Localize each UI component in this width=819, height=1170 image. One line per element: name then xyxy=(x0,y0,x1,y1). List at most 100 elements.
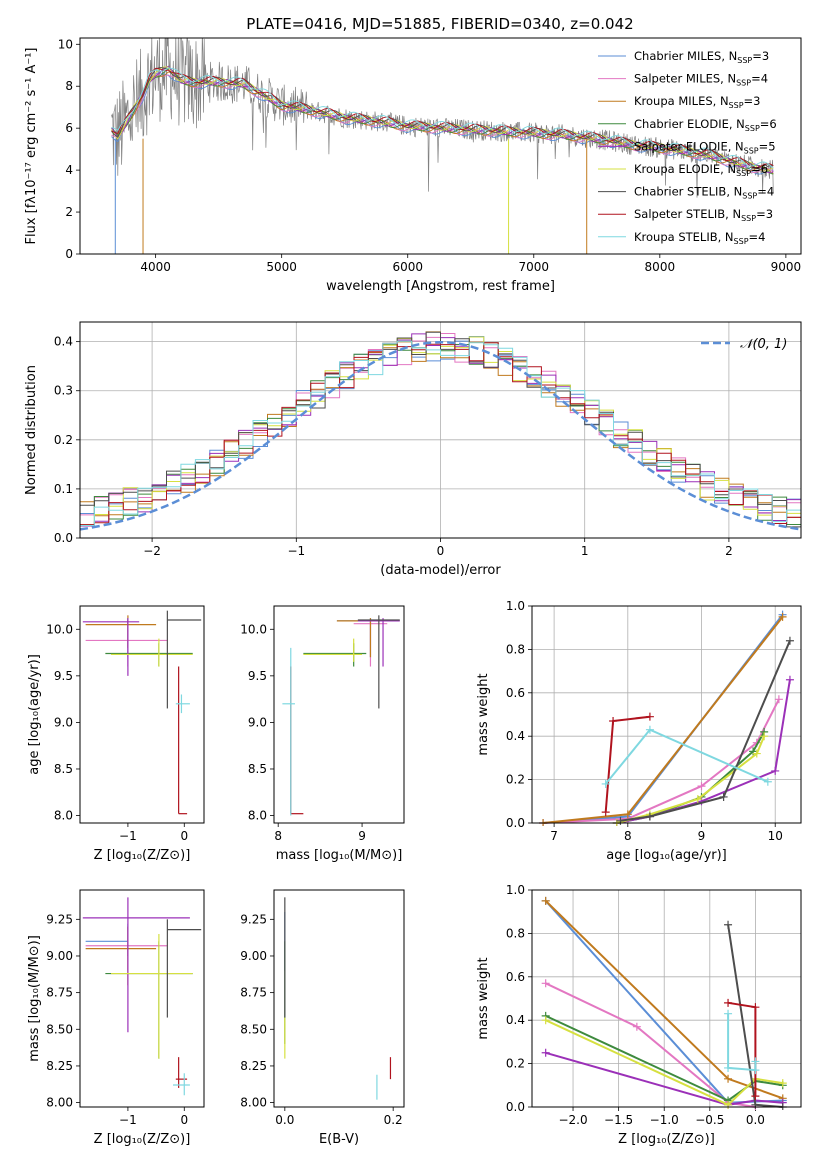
plot-frame xyxy=(273,605,405,824)
y-tick-label: 0.6 xyxy=(506,970,525,984)
series-marker xyxy=(693,795,702,804)
series-line xyxy=(543,614,784,824)
legend-model-name: Chabrier ELODIE, N xyxy=(634,117,745,131)
errorbar-point xyxy=(175,694,190,714)
y-tick-label: 10.0 xyxy=(46,622,73,636)
y-tick-label: 0.8 xyxy=(506,926,525,940)
legend-subscript: SSP xyxy=(741,214,756,223)
y-tick-label: 0.0 xyxy=(506,1100,525,1114)
legend-label: Kroupa ELODIE, NSSP=6 xyxy=(634,162,768,178)
x-tick-label: −1.0 xyxy=(650,1113,679,1127)
y-tick-label: 8.25 xyxy=(240,1059,267,1073)
observed-spectrum xyxy=(111,38,774,198)
legend-subscript: SSP xyxy=(734,237,749,246)
legend-label: Salpeter STELIB, NSSP=3 xyxy=(634,207,773,223)
x-tick-label: 7 xyxy=(550,829,558,843)
x-tick-label: 2 xyxy=(725,544,733,558)
plot-frame xyxy=(79,889,205,1108)
errorbars-mass-vs-EBV xyxy=(284,897,392,1100)
x-tick-label: 7000 xyxy=(519,260,550,274)
series-line xyxy=(727,1013,757,1072)
series-marker xyxy=(760,732,769,741)
y-axis-label: mass weight xyxy=(476,957,491,1039)
errorbar-point xyxy=(303,638,363,662)
y-tick-label: 0.2 xyxy=(506,1057,525,1071)
x-axis-label: age [log₁₀(age/yr)] xyxy=(606,848,727,863)
y-tick-label: 8.25 xyxy=(46,1059,73,1073)
axes-age-vs-Z: −1 0 8.0 8.5 9.0 9.5 10.0 Z [log₁₀(Z/Z⊙)] age [l… xyxy=(27,622,190,863)
series-marker xyxy=(785,675,794,684)
x-tick-label: 8 xyxy=(274,829,282,843)
legend-label: Chabrier MILES, NSSP=3 xyxy=(634,49,769,65)
y-tick-label: 10 xyxy=(58,37,73,51)
series-marker xyxy=(752,749,761,758)
x-tick-label: −2.0 xyxy=(558,1113,587,1127)
x-axis-label: wavelength [Angstrom, rest frame] xyxy=(326,279,555,294)
axes-age-vs-mass: 8 9 8.0 8.5 9.0 9.5 10.0 mass [log₁₀(M/M⊙)] xyxy=(240,622,402,863)
legend-nssp: =3 xyxy=(756,207,773,221)
y-tick-label: 0.0 xyxy=(54,531,73,545)
plot-frame xyxy=(79,605,205,824)
errorbar-point xyxy=(357,615,400,709)
series-massweight-vs-Z xyxy=(541,896,787,1110)
axes-mass-vs-EBV: 0.0 0.2 8.00 8.25 8.50 8.75 9.00 9.25 E(B-V) xyxy=(240,912,402,1147)
plot-frame xyxy=(79,321,802,539)
legend-model-name: Chabrier MILES, N xyxy=(634,49,737,63)
series-marker xyxy=(724,1074,733,1083)
x-axis-label: mass [log₁₀(M/M⊙)] xyxy=(276,848,403,863)
plot-frame xyxy=(531,605,802,824)
axes-residuals: −2 −1 0 1 2 0.0 0.1 0.2 0.3 0.4 (data-model)/error… xyxy=(24,322,801,578)
y-axis-label: age [log₁₀(age/yr)] xyxy=(27,654,42,775)
y-tick-label: 0.4 xyxy=(506,1013,525,1027)
series-marker xyxy=(724,920,733,929)
legend-label: 𝒩(0, 1) xyxy=(740,337,787,352)
model-spectrum xyxy=(111,72,774,175)
y-tick-label: 8.75 xyxy=(240,986,267,1000)
legend-model-name: Salpeter ELODIE, N xyxy=(634,139,744,153)
errorbar-point xyxy=(85,926,157,986)
y-tick-label: 9.25 xyxy=(240,912,267,926)
series-marker xyxy=(645,812,654,821)
series-massweight-vs-age xyxy=(539,610,794,826)
legend-label: Chabrier ELODIE, NSSP=6 xyxy=(634,117,777,133)
figure-title: PLATE=0416, MJD=51885, FIBERID=0340, z=0… xyxy=(246,15,633,33)
legend-subscript: SSP xyxy=(742,192,757,201)
legend-label: Kroupa MILES, NSSP=3 xyxy=(634,94,760,110)
series-marker xyxy=(751,1057,760,1066)
y-axis-label: mass weight xyxy=(476,673,491,755)
y-tick-label: 8.0 xyxy=(54,809,73,823)
legend-nssp: =4 xyxy=(749,230,766,244)
y-tick-label: 0.4 xyxy=(506,729,525,743)
x-axis-label: Z [log₁₀(Z/Z⊙)] xyxy=(618,1132,715,1147)
errorbar-point xyxy=(82,897,190,1033)
errorbar-point xyxy=(85,923,129,956)
x-tick-label: 0.2 xyxy=(384,1113,403,1127)
x-tick-label: 4000 xyxy=(140,260,171,274)
y-tick-label: 1.0 xyxy=(506,599,525,613)
legend-model-name: Kroupa MILES, N xyxy=(634,94,729,108)
series-marker xyxy=(601,779,610,788)
x-tick-label: −0.5 xyxy=(695,1113,724,1127)
series-marker xyxy=(724,1063,733,1072)
series-marker xyxy=(541,979,550,988)
errorbar-point xyxy=(82,618,140,676)
series-marker xyxy=(719,792,728,801)
errorbars-age-vs-mass xyxy=(282,615,400,816)
y-tick-label: 8.00 xyxy=(46,1096,73,1110)
series-marker xyxy=(609,717,618,726)
x-tick-label: −2 xyxy=(143,544,161,558)
legend-nssp: =6 xyxy=(760,117,777,131)
errorbars-age-vs-Z xyxy=(82,610,202,815)
errorbar-point xyxy=(111,638,193,667)
y-tick-label: 0.4 xyxy=(54,335,73,349)
legend-subscript: SSP xyxy=(744,146,759,155)
legend-model-name: Chabrier STELIB, N xyxy=(634,185,742,199)
series-marker xyxy=(601,808,610,817)
legend-model-name: Kroupa STELIB, N xyxy=(634,230,734,244)
errorbar-point xyxy=(85,615,157,648)
y-tick-label: 8.50 xyxy=(46,1022,73,1036)
errorbar-point xyxy=(282,647,295,816)
legend-label: Chabrier STELIB, NSSP=4 xyxy=(634,185,774,201)
series-line xyxy=(545,1051,783,1106)
